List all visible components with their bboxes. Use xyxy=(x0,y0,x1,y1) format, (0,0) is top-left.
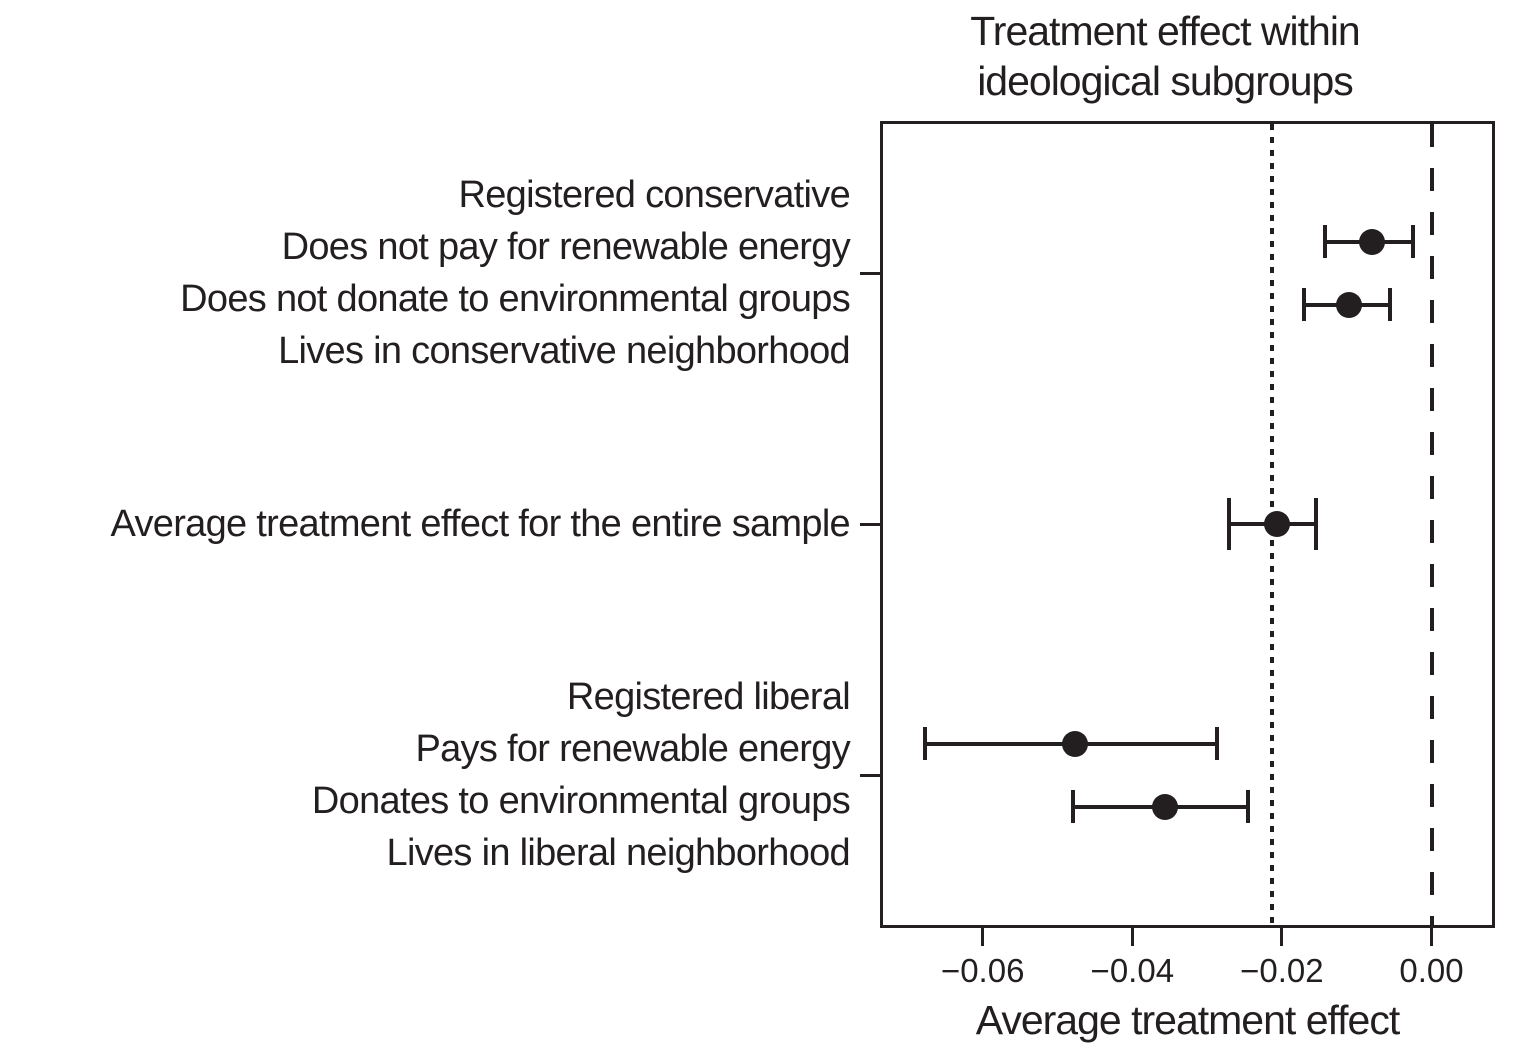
plot-area xyxy=(880,121,1495,928)
error-bar-cap-left xyxy=(1301,288,1306,321)
error-bar-cap-right xyxy=(1314,498,1319,550)
y-axis-label-line: Does not pay for renewable energy xyxy=(281,226,851,268)
y-axis-label-line: Lives in conservative neighborhood xyxy=(278,330,851,372)
y-axis-label-block: Average treatment effect for the entire … xyxy=(0,498,851,550)
error-bar-cap-right xyxy=(1214,727,1219,760)
y-axis-tick xyxy=(860,773,880,777)
error-bar-cap-left xyxy=(1322,225,1327,258)
y-axis-label-line: Donates to environmental groups xyxy=(311,780,851,822)
y-axis-tick xyxy=(860,522,880,526)
y-axis-label-line: Registered conservative xyxy=(458,174,850,216)
x-axis-tick-label: −0.02 xyxy=(1240,952,1324,989)
x-axis-tick xyxy=(1280,928,1284,946)
error-bar-cap-right xyxy=(1387,288,1392,321)
data-point xyxy=(1358,228,1385,255)
x-axis-tick-label: −0.04 xyxy=(1090,952,1175,989)
x-axis-tick-label: 0.00 xyxy=(1399,952,1464,989)
x-axis-title: Average treatment effect xyxy=(975,997,1400,1043)
y-axis-label-line: Average treatment effect for the entire … xyxy=(110,503,851,545)
y-axis-label-line: Registered liberal xyxy=(566,676,851,718)
data-point xyxy=(1061,730,1088,757)
y-axis-tick xyxy=(860,271,880,275)
chart-title-line-1: Treatment effect within xyxy=(970,8,1360,54)
y-axis-label-block: Registered liberal Pays for renewable ene… xyxy=(0,671,851,879)
y-axis-label-line: Pays for renewable energy xyxy=(415,728,850,770)
y-axis-label-line: Does not donate to environmental groups xyxy=(180,278,851,320)
chart-title: Treatment effect within ideological subg… xyxy=(850,6,1480,106)
chart-title-line-2: ideological subgroups xyxy=(977,58,1354,104)
error-bar-cap-left xyxy=(1226,498,1231,550)
error-bar-cap-left xyxy=(1071,790,1076,823)
data-point xyxy=(1152,793,1179,820)
x-axis-tick xyxy=(1430,928,1433,946)
x-axis-tick xyxy=(981,928,985,946)
data-point xyxy=(1336,291,1363,318)
x-axis-tick xyxy=(1130,928,1134,946)
zero-reference-dashed-line xyxy=(1429,124,1434,925)
error-bar-cap-right xyxy=(1410,225,1415,258)
y-axis-label-line: Lives in liberal neighborhood xyxy=(386,832,851,874)
y-axis-label-block: Registered conservative Does not pay for … xyxy=(0,169,851,377)
x-axis-tick-label: −0.06 xyxy=(940,952,1025,989)
data-point xyxy=(1263,511,1290,537)
error-bar-cap-left xyxy=(923,727,928,760)
error-bar-cap-right xyxy=(1246,790,1251,823)
